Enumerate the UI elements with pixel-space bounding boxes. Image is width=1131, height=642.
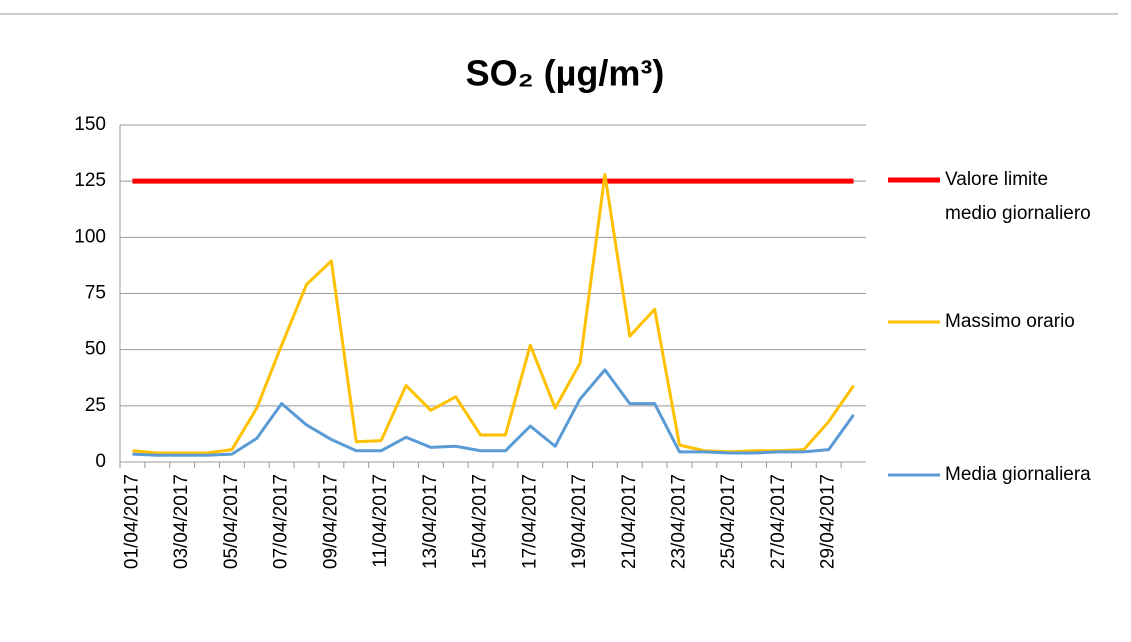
x-tick-label: 19/04/2017 [569, 474, 590, 569]
legend-label: Valore limite medio giornaliero [945, 169, 1091, 224]
y-tick-label: 50 [85, 339, 106, 360]
legend-label: Media giornaliera [945, 464, 1091, 485]
x-tick-label: 29/04/2017 [818, 474, 839, 569]
series-line [132, 172, 855, 455]
y-tick-label: 75 [85, 283, 106, 304]
y-tick-label: 150 [74, 114, 106, 135]
x-tick-label: 17/04/2017 [519, 474, 540, 569]
y-tick-label: 125 [74, 170, 106, 191]
x-tick-label: 15/04/2017 [470, 474, 491, 569]
y-tick-label: 100 [74, 226, 106, 247]
y-tick-label: 0 [95, 451, 106, 472]
chart-title: SO₂ (µg/m³) [466, 53, 665, 94]
x-tick-label: 07/04/2017 [271, 474, 292, 569]
x-tick-label: 27/04/2017 [768, 474, 789, 569]
y-tick-label: 25 [85, 395, 106, 416]
x-tick-label: 01/04/2017 [121, 474, 142, 569]
x-tick-label: 23/04/2017 [669, 474, 690, 569]
x-tick-label: 21/04/2017 [619, 474, 640, 569]
series-line [132, 368, 855, 457]
x-tick-label: 13/04/2017 [420, 474, 441, 569]
x-tick-label: 05/04/2017 [221, 474, 242, 569]
x-tick-label: 09/04/2017 [320, 474, 341, 569]
x-tick-label: 11/04/2017 [370, 474, 391, 568]
x-tick-label: 03/04/2017 [171, 474, 192, 569]
legend-label: Massimo orario [945, 311, 1075, 332]
x-tick-label: 25/04/2017 [718, 474, 739, 569]
